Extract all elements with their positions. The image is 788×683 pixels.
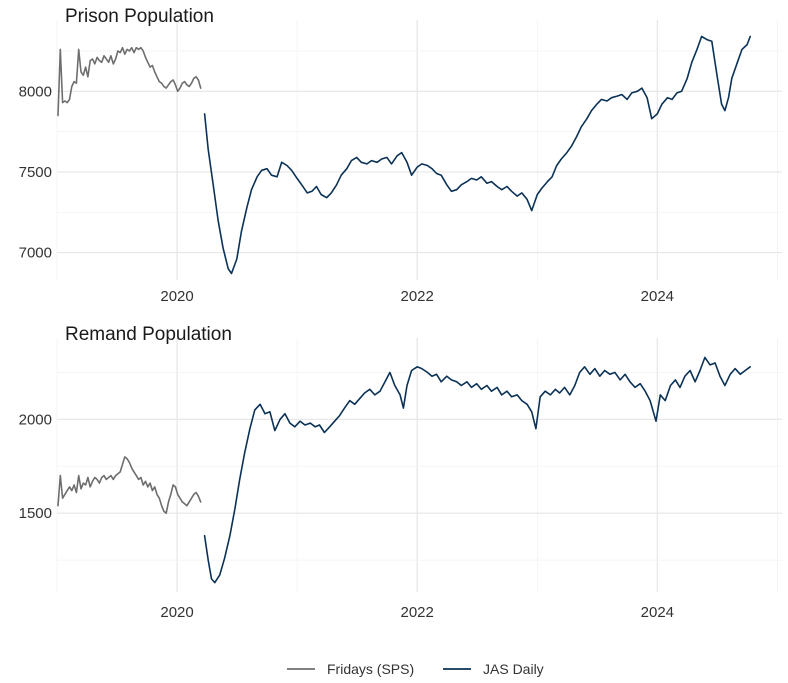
- prison-population-title: Prison Population: [65, 6, 214, 27]
- series-line-jas-daily: [203, 356, 752, 584]
- prison-population-panel: Prison Population 7000 7500 8000 2020 2022 20…: [19, 6, 782, 305]
- x-tick-label-2022: 2022: [401, 604, 434, 621]
- remand-population-title: Remand Population: [65, 324, 232, 345]
- y-tick-label-7500: 7500: [19, 164, 52, 181]
- y-tick-label-1500: 1500: [19, 505, 52, 522]
- grid-lines: [56, 20, 782, 280]
- series-line-fridays-sps: [57, 456, 202, 515]
- y-tick-label-2000: 2000: [19, 411, 52, 428]
- x-tick-label-2024: 2024: [641, 288, 674, 305]
- remand-population-panel: Remand Population 1500 2000 2020 2022 2024: [19, 324, 782, 621]
- y-tick-label-8000: 8000: [19, 83, 52, 100]
- x-tick-label-2024: 2024: [641, 604, 674, 621]
- series-line-jas-daily: [203, 35, 752, 275]
- legend-label-fridays-sps: Fridays (SPS): [327, 661, 414, 677]
- x-tick-label-2022: 2022: [401, 288, 434, 305]
- legend: Fridays (SPS) JAS Daily: [287, 661, 544, 677]
- legend-label-jas-daily: JAS Daily: [483, 661, 544, 677]
- series-line-fridays-sps: [57, 46, 202, 117]
- x-tick-label-2020: 2020: [160, 288, 193, 305]
- y-tick-label-7000: 7000: [19, 245, 52, 262]
- x-tick-label-2020: 2020: [160, 604, 193, 621]
- grid-lines: [56, 338, 782, 592]
